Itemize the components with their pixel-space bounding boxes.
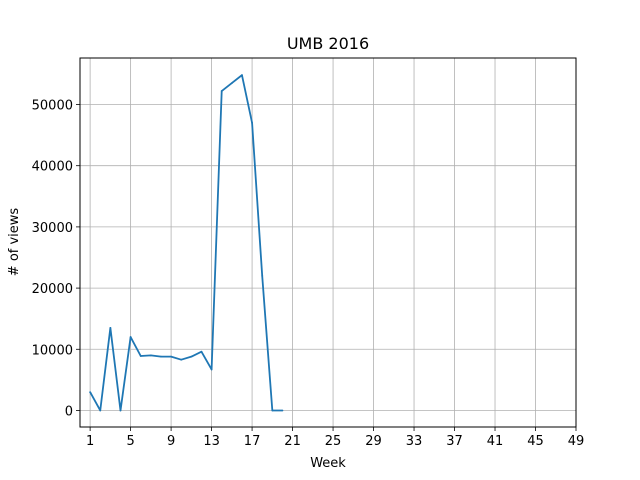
data-point [149,354,152,357]
data-point [251,121,253,124]
data-point [281,409,284,412]
x-tick-label: 1 [86,434,94,449]
y-tick-label: 10000 [32,343,73,358]
y-axis-ticks: 0 10000 20000 30000 40000 50000 [32,99,80,419]
x-tick-label: 25 [325,434,342,449]
data-point [241,74,243,77]
data-point [200,350,203,353]
series-layer [89,74,284,412]
data-point [99,409,102,412]
y-tick-label: 0 [65,404,73,419]
x-tick-label: 21 [284,434,301,449]
x-tick-label: 49 [568,434,585,449]
x-tick-label: 9 [167,434,175,449]
series-line-0 [89,74,283,412]
x-tick-label: 17 [244,434,261,449]
data-point [89,391,92,394]
data-point [170,355,173,358]
x-tick-label: 13 [203,434,220,449]
data-point [129,336,132,338]
data-point [109,326,112,329]
data-point [271,409,274,412]
x-tick-label: 33 [406,434,423,449]
plot-frame [79,57,577,428]
x-axis-ticks: 1 5 9 13 17 21 25 29 33 37 41 45 49 [86,427,584,449]
data-point [190,355,193,358]
x-tick-label: 5 [126,434,134,449]
y-tick-label: 20000 [32,282,73,297]
x-tick-label: 29 [365,434,382,449]
data-point [160,355,162,358]
x-tick-label: 45 [527,434,544,449]
data-point [220,90,223,92]
y-tick-label: 40000 [32,160,73,175]
x-tick-label: 37 [446,434,463,449]
data-point [180,358,183,361]
chart-title: UMB 2016 [287,34,369,53]
y-tick-label: 30000 [32,221,73,236]
data-point [210,368,213,371]
y-tick-label: 50000 [32,99,73,114]
y-axis-label: # of views [7,208,22,277]
data-point [230,82,233,84]
data-point [261,274,264,277]
data-point [119,409,122,412]
x-tick-label: 41 [487,434,504,449]
x-axis-label: Week [310,456,346,471]
data-point [139,355,142,357]
